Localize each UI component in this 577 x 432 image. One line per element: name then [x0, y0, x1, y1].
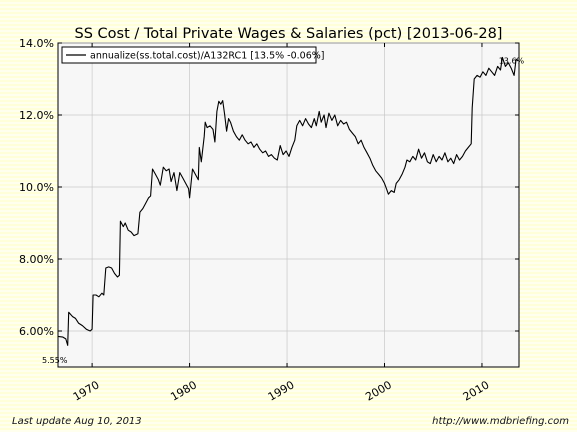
x-tick-label: 1970 [71, 378, 102, 403]
series-layer [57, 56, 519, 346]
series-line [57, 56, 519, 346]
annotation-label: 13.6% [499, 56, 525, 65]
y-tick-label: 12.0% [19, 109, 54, 122]
source-url: http://www.mdbriefing.com [432, 416, 569, 427]
chart-title: SS Cost / Total Private Wages & Salaries… [75, 26, 503, 42]
x-tick-label: 2000 [363, 378, 394, 403]
x-tick-label: 1990 [266, 378, 297, 403]
annotation-label: 5.55% [42, 356, 68, 365]
y-tick-label: 8.00% [19, 253, 54, 266]
grid [58, 42, 519, 367]
plot-background [57, 42, 520, 368]
legend-label: annualize(ss.total.cost)/A132RC1 [13.5% … [90, 51, 324, 62]
last-update-text: Last update Aug 10, 2013 [12, 416, 142, 427]
y-tick-label: 10.0% [19, 181, 54, 194]
legend: annualize(ss.total.cost)/A132RC1 [13.5% … [61, 46, 324, 64]
x-tick-label: 1980 [168, 378, 199, 403]
y-tick-label: 6.00% [19, 325, 54, 338]
y-tick-label: 14.0% [19, 37, 54, 50]
annotations: 5.55% 13.6% [42, 56, 524, 365]
legend-box [61, 46, 317, 64]
x-tick-label: 2010 [461, 378, 492, 403]
